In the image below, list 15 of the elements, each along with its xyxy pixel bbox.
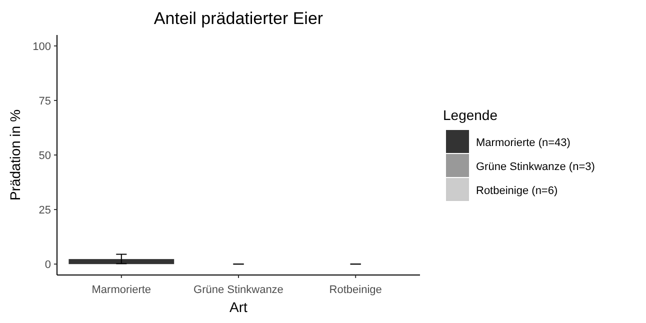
legend-label: Marmorierte (n=43) <box>476 136 570 149</box>
x-axis-title: Art <box>230 299 248 315</box>
chart-title: Anteil prädatierter Eier <box>154 9 324 28</box>
legend-label: Rotbeinige (n=6) <box>476 184 558 197</box>
x-tick-label: Grüne Stinkwanze <box>194 284 284 296</box>
y-tick-label: 50 <box>38 150 51 162</box>
y-tick-label: 0 <box>44 258 51 271</box>
x-tick-label: Rotbeinige <box>329 284 382 296</box>
y-tick-label: 75 <box>38 95 51 108</box>
x-tick-label: Marmorierte <box>92 284 152 296</box>
y-tick-label: 100 <box>32 40 51 53</box>
legend-label: Grüne Stinkwanze (n=3) <box>476 160 595 173</box>
legend-title: Legende <box>443 107 498 123</box>
y-axis-title: Prädation in % <box>7 109 23 201</box>
y-tick-label: 25 <box>38 204 51 216</box>
